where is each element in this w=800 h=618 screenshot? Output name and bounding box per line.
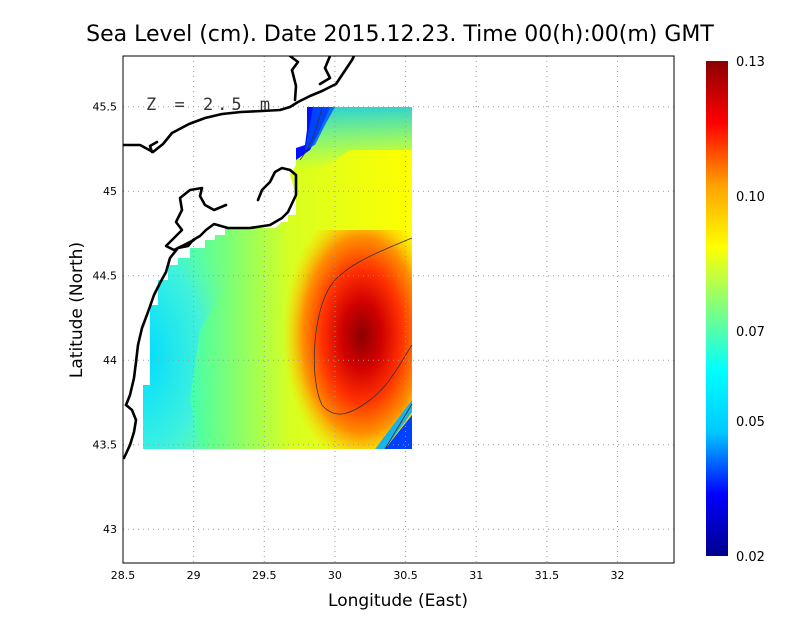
depth-label: Z = 2.5 m [146,95,274,115]
colorbar [706,61,728,556]
sea-level-field [143,106,413,450]
x-tick-label: 30 [328,569,342,582]
grid-lines [123,56,674,563]
coastline [123,56,356,460]
colorbar-tick-label: 0.02 [736,550,765,565]
y-tick-label: 43.5 [93,439,118,452]
colorbar-tick-label: 0.10 [736,190,765,205]
colorbar-tick-label: 0.05 [736,415,765,430]
colorbar-ticks: 0.13 0.10 0.07 0.05 0.02 [736,55,765,565]
x-axis-label: Longitude (East) [328,591,468,611]
x-tick-label: 31.5 [535,569,560,582]
y-tick-label: 44 [103,354,117,367]
y-tick-label: 45 [103,185,117,198]
x-tick-label: 30.5 [393,569,418,582]
colorbar-tick-label: 0.13 [736,55,765,70]
plot-frame [122,55,675,564]
x-tick-label: 32 [610,569,624,582]
y-axis-ticks: 43 43.5 44 44.5 45 45.5 [93,101,118,537]
y-axis-label: Latitude (North) [67,242,87,378]
y-tick-label: 43 [103,523,117,536]
x-tick-label: 29.5 [252,569,277,582]
y-tick-label: 45.5 [93,101,118,114]
x-axis-ticks: 28.5 29 29.5 30 30.5 31 31.5 32 [111,569,625,582]
y-tick-label: 44.5 [93,270,118,283]
x-tick-label: 31 [469,569,483,582]
colorbar-tick-label: 0.07 [736,325,765,340]
chart-title: Sea Level (cm). Date 2015.12.23. Time 00… [86,22,714,47]
x-tick-label: 28.5 [111,569,136,582]
x-tick-label: 29 [187,569,201,582]
